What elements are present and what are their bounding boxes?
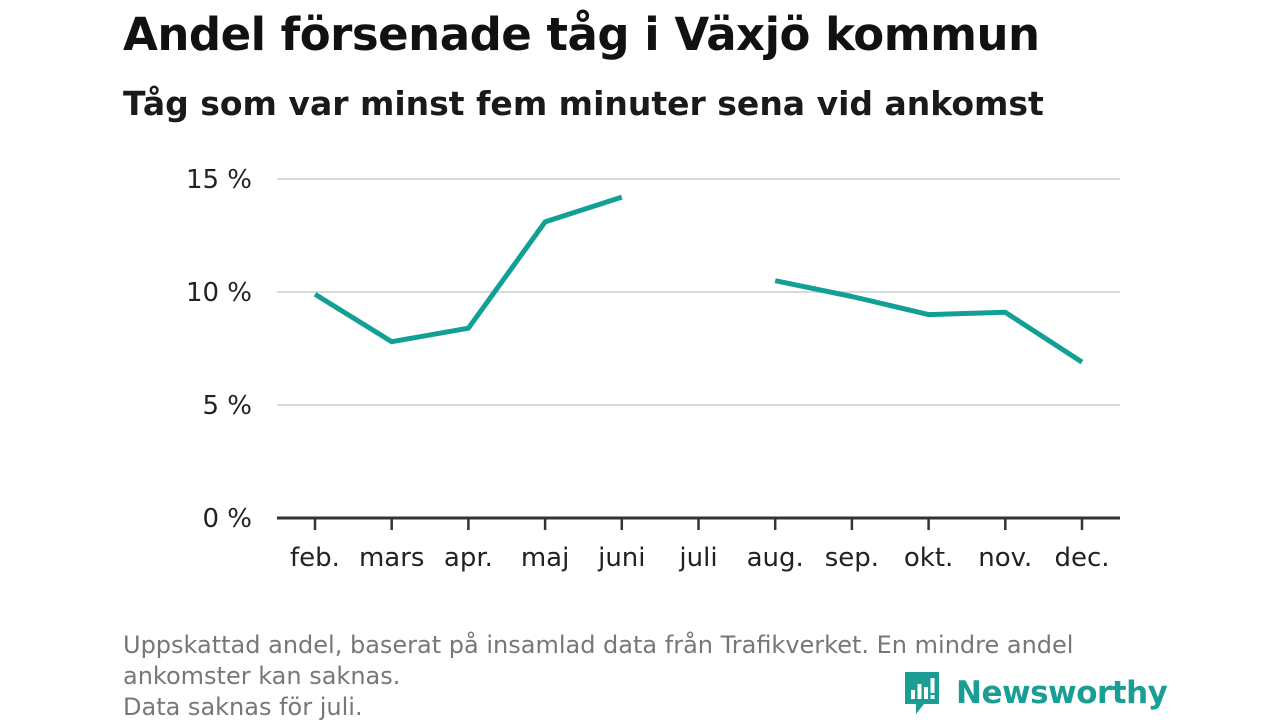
footnote-line: ankomster kan saknas. [123, 662, 401, 690]
series-line [313, 194, 623, 345]
x-tick-label: maj [521, 543, 569, 573]
x-tick-label: feb. [290, 543, 340, 573]
footnote: Uppskattad andel, baserat på insamlad da… [123, 630, 1153, 723]
footnote-line: Data saknas för juli. [123, 693, 363, 721]
x-axis: feb. mars apr. maj juni juli aug. sep. okt. nov. d… [277, 516, 1120, 573]
footnote-line: Uppskattad andel, baserat på insamlad da… [123, 631, 1074, 659]
y-axis-ticks: 0 % 5 % 10 % 15 % [186, 165, 252, 534]
chart-subtitle: Tåg som var minst fem minuter sena vid a… [123, 84, 1044, 123]
y-tick-label: 15 % [186, 165, 252, 195]
series-line [774, 278, 1084, 365]
y-tick-label: 0 % [202, 504, 252, 534]
brand-logo: Newsworthy [902, 670, 1168, 716]
y-tick-label: 5 % [202, 391, 252, 421]
series-lines [313, 194, 1084, 365]
y-tick-label: 10 % [186, 278, 252, 308]
gridlines [277, 178, 1120, 406]
x-tick-label: nov. [978, 543, 1032, 573]
chart-title: Andel försenade tåg i Växjö kommun [123, 8, 1040, 61]
x-tick-label: sep. [825, 543, 879, 573]
x-tick-label: dec. [1054, 543, 1109, 573]
x-tick-label: mars [359, 543, 425, 573]
newsworthy-bar-chart-icon [905, 672, 939, 714]
x-tick-label: juni [597, 543, 645, 573]
brand-name: Newsworthy [956, 675, 1168, 711]
x-tick-label: okt. [904, 543, 953, 573]
x-tick-label: aug. [747, 543, 804, 573]
x-tick-label: apr. [444, 543, 493, 573]
x-tick-label: juli [678, 543, 717, 573]
